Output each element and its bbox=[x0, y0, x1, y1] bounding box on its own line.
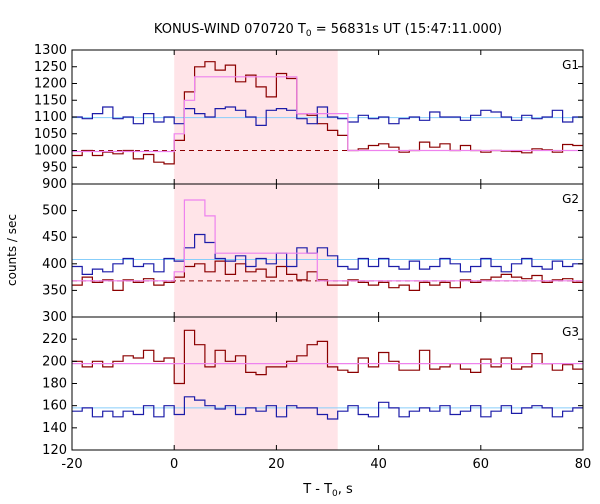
y-tick-label: 1000 bbox=[34, 144, 67, 159]
series-red-g3 bbox=[72, 329, 583, 385]
panel-label: G2 bbox=[562, 192, 579, 206]
series-pink-g1 bbox=[72, 76, 583, 153]
x-tick-label: 60 bbox=[473, 457, 490, 472]
y-tick-label: 1200 bbox=[34, 77, 67, 92]
panel-g2-plot bbox=[72, 199, 583, 291]
y-tick-label: 1150 bbox=[34, 93, 67, 108]
series-blue-g1 bbox=[72, 106, 583, 126]
y-axis-label: counts / sec bbox=[5, 214, 19, 286]
y-tick-label: 1100 bbox=[34, 110, 67, 125]
x-tick-label: 0 bbox=[170, 457, 178, 472]
y-tick-label: 400 bbox=[42, 257, 67, 272]
chart-title: KONUS-WIND 070720 T0 = 56831s UT (15:47:… bbox=[154, 22, 502, 39]
x-tick-label: 80 bbox=[575, 457, 592, 472]
x-axis-label-rest: , s bbox=[338, 482, 353, 497]
y-tick-label: 450 bbox=[42, 230, 67, 245]
chart-title-rest: = 56831s UT (15:47:11.000) bbox=[312, 22, 502, 37]
plot-area: 9009501000105011001150120012501300G13003… bbox=[34, 43, 591, 472]
series-blue-g2 bbox=[72, 233, 583, 275]
y-tick-label: 900 bbox=[42, 177, 67, 192]
x-axis-label: T - T0, s bbox=[302, 482, 353, 499]
y-tick-label: 160 bbox=[42, 399, 67, 414]
x-tick-label: -20 bbox=[61, 457, 82, 472]
panel-label: G3 bbox=[562, 325, 579, 339]
shaded-interval bbox=[174, 50, 338, 450]
y-tick-label: 300 bbox=[42, 310, 67, 325]
x-axis-label-subscript: 0 bbox=[332, 489, 338, 499]
y-tick-label: 120 bbox=[42, 443, 67, 458]
y-tick-label: 200 bbox=[42, 354, 67, 369]
x-axis-label-main: T - T bbox=[302, 482, 332, 497]
x-tick-label: 40 bbox=[370, 457, 387, 472]
chart-title-main: KONUS-WIND 070720 T bbox=[154, 22, 306, 37]
y-tick-label: 220 bbox=[42, 332, 67, 347]
panel-label: G1 bbox=[562, 58, 579, 72]
y-tick-label: 350 bbox=[42, 283, 67, 298]
y-tick-label: 950 bbox=[42, 160, 67, 175]
x-tick-label: 20 bbox=[268, 457, 285, 472]
y-tick-label: 180 bbox=[42, 377, 67, 392]
series-blue-g3 bbox=[72, 396, 583, 420]
y-tick-label: 500 bbox=[42, 204, 67, 219]
panel-g3-plot bbox=[72, 329, 583, 420]
series-red-g2 bbox=[72, 260, 583, 291]
chart-title-subscript: 0 bbox=[306, 29, 312, 39]
y-tick-label: 1250 bbox=[34, 60, 67, 75]
panel-g1-plot bbox=[72, 61, 583, 165]
y-tick-label: 140 bbox=[42, 421, 67, 436]
y-tick-label: 1050 bbox=[34, 127, 67, 142]
y-tick-label: 1300 bbox=[34, 43, 67, 58]
series-pink-g2 bbox=[72, 199, 583, 282]
